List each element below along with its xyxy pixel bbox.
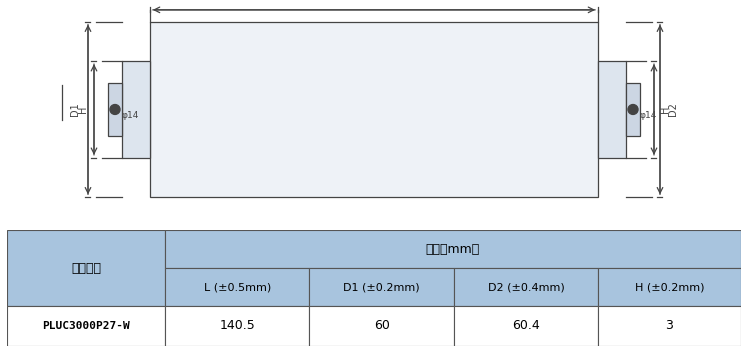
Text: L (±0.5mm): L (±0.5mm): [203, 282, 271, 292]
Text: D1: D1: [70, 103, 80, 116]
Bar: [598, 306, 741, 346]
Bar: [7, 230, 165, 306]
Text: D2 (±0.4mm): D2 (±0.4mm): [488, 282, 565, 292]
Bar: [454, 306, 598, 346]
Text: H (±0.2mm): H (±0.2mm): [634, 282, 704, 292]
Bar: [122, 61, 150, 158]
Text: D1 (±0.2mm): D1 (±0.2mm): [343, 282, 420, 292]
Text: 产品描述: 产品描述: [71, 262, 101, 275]
Text: PLUC3000P27-W: PLUC3000P27-W: [43, 321, 130, 331]
Bar: [165, 306, 310, 346]
Bar: [310, 306, 454, 346]
Bar: [108, 83, 122, 136]
Text: 3: 3: [666, 319, 673, 333]
Text: D2: D2: [668, 103, 678, 117]
Bar: [165, 268, 310, 306]
Bar: [150, 22, 598, 197]
Bar: [7, 306, 165, 346]
Text: H: H: [660, 106, 670, 113]
Circle shape: [110, 105, 120, 114]
Bar: [598, 268, 741, 306]
Bar: [626, 83, 640, 136]
Bar: [165, 230, 741, 268]
Text: 尺寸（mm）: 尺寸（mm）: [426, 243, 480, 256]
Text: L: L: [370, 0, 378, 2]
Text: φ14: φ14: [640, 111, 657, 120]
Bar: [454, 268, 598, 306]
Text: H: H: [78, 106, 88, 113]
Bar: [310, 268, 454, 306]
Circle shape: [628, 105, 638, 114]
Text: 140.5: 140.5: [219, 319, 255, 333]
Text: 60: 60: [374, 319, 390, 333]
Text: 60.4: 60.4: [512, 319, 540, 333]
Bar: [598, 61, 626, 158]
Text: φ14: φ14: [122, 111, 139, 120]
